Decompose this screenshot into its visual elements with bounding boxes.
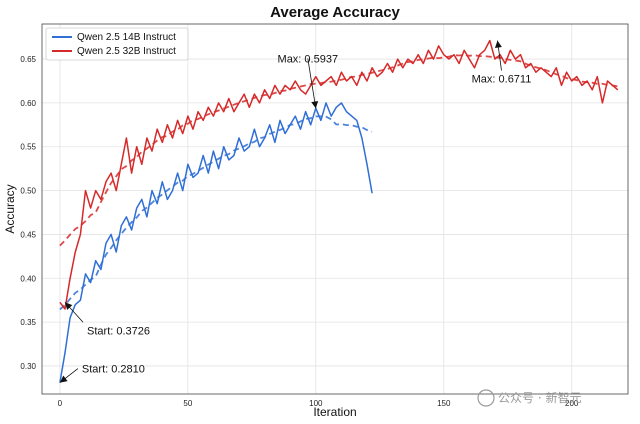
x-tick-label: 150 [437, 399, 451, 408]
wechat-icon [477, 389, 495, 407]
annotation-label: Max: 0.6711 [472, 74, 532, 86]
y-axis-label: Accuracy [3, 184, 17, 233]
annotation-arrowhead [311, 100, 319, 109]
y-tick-label: 0.65 [20, 55, 36, 64]
chart-title: Average Accuracy [270, 4, 400, 21]
x-axis-label: Iteration [313, 405, 356, 419]
grid-layer [42, 24, 628, 394]
legend-box [45, 27, 189, 61]
x-tick-label: 200 [565, 399, 579, 408]
legend-label-14b: Qwen 2.5 14B Instruct [77, 32, 176, 43]
y-tick-label: 0.45 [20, 230, 36, 239]
annotation-label: Start: 0.2810 [82, 364, 145, 376]
legend-label-32b: Qwen 2.5 32B Instruct [77, 46, 176, 57]
annotation-arrowhead [494, 40, 502, 48]
y-tick-label: 0.40 [20, 274, 36, 283]
series-layer [59, 39, 619, 383]
tick-labels: 0.30 0.35 0.40 0.45 0.50 0.55 0.60 0.65 0 50 100 15… [20, 55, 578, 408]
y-tick-label: 0.50 [20, 187, 36, 196]
annotation-layer: Start: 0.3726 Start: 0.2810 Max: 0.5937 Max… [59, 40, 532, 383]
annotation-label: Start: 0.3726 [87, 325, 150, 337]
watermark: 公众号 · 新智元 [477, 389, 581, 407]
annotation-arrowhead [59, 375, 68, 383]
y-tick-label: 0.35 [20, 318, 36, 327]
y-tick-label: 0.55 [20, 143, 36, 152]
y-tick-label: 0.30 [20, 362, 36, 371]
series-trend-0 [59, 115, 373, 311]
y-tick-label: 0.60 [20, 99, 36, 108]
annotation-label: Max: 0.5937 [278, 53, 339, 65]
series-trend-1 [59, 53, 618, 247]
series-line-1 [59, 39, 619, 310]
watermark-text: 公众号 · 新智元 [498, 390, 581, 405]
legend: Qwen 2.5 14B Instruct Qwen 2.5 32B Instr… [45, 27, 189, 61]
x-tick-label: 50 [183, 399, 192, 408]
series-line-0 [59, 102, 373, 383]
annotation-arrowhead [65, 302, 73, 310]
x-tick-label: 100 [309, 399, 323, 408]
annotation-pointer [307, 58, 317, 109]
plot-frame [41, 23, 629, 395]
x-tick-label: 0 [58, 399, 63, 408]
